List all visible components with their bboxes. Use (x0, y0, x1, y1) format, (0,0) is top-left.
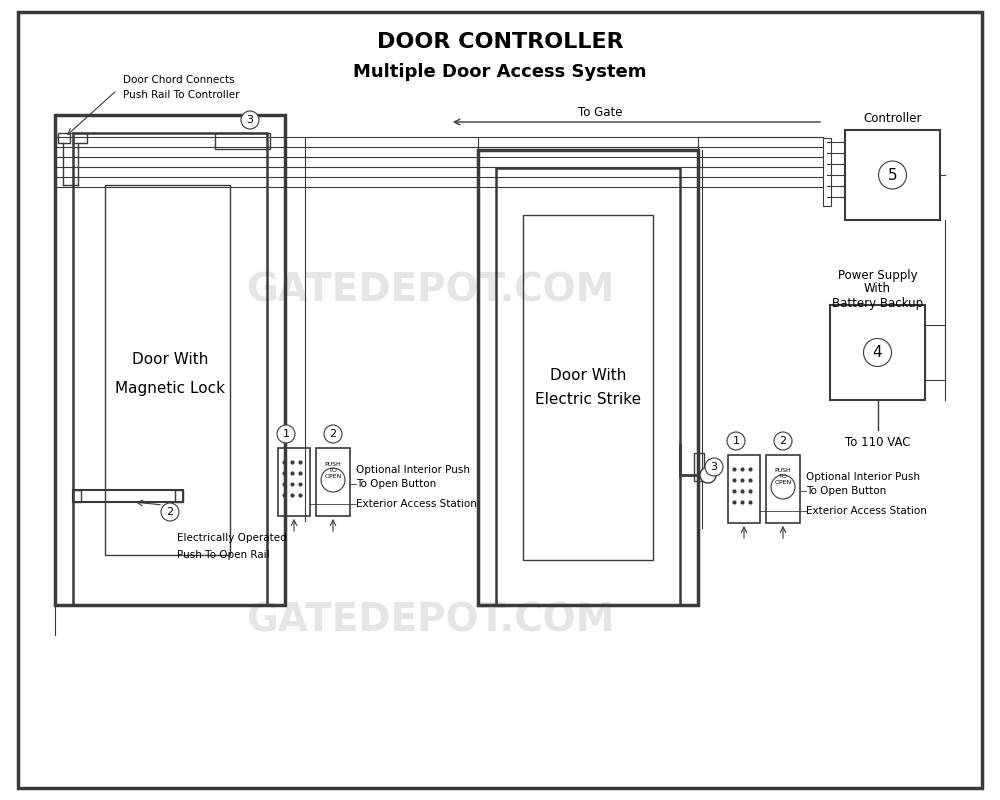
Text: Door With: Door With (132, 353, 208, 367)
Circle shape (879, 161, 906, 189)
Circle shape (727, 432, 745, 450)
Bar (215, 133, 270, 149)
Text: OPEN: OPEN (324, 474, 342, 478)
Text: To 110 VAC: To 110 VAC (845, 435, 910, 449)
Circle shape (700, 467, 716, 483)
Circle shape (864, 338, 892, 366)
Text: Power Supply: Power Supply (838, 269, 917, 282)
Bar (175, 490, 183, 502)
Bar (55, 115, 285, 605)
Bar (925, 325, 945, 380)
Circle shape (161, 503, 179, 521)
Text: 1: 1 (283, 429, 290, 439)
Bar (478, 150, 698, 605)
Text: Door Chord Connects: Door Chord Connects (123, 75, 235, 85)
Text: Electric Strike: Electric Strike (535, 393, 641, 407)
Text: 5: 5 (888, 167, 897, 182)
Circle shape (774, 432, 792, 450)
Text: 2: 2 (329, 429, 337, 439)
Bar (766, 455, 800, 523)
Text: Multiple Door Access System: Multiple Door Access System (353, 63, 647, 81)
Text: Optional Interior Push: Optional Interior Push (806, 472, 920, 482)
Bar (316, 448, 350, 516)
Text: GATEDEPOT.COM: GATEDEPOT.COM (246, 601, 614, 639)
Circle shape (324, 425, 342, 443)
Text: 4: 4 (873, 345, 882, 360)
Text: Exterior Access Station: Exterior Access Station (356, 499, 477, 509)
Bar (728, 455, 760, 523)
Text: To Open Button: To Open Button (356, 479, 436, 489)
Text: With: With (864, 282, 891, 295)
Text: OPEN: OPEN (774, 481, 792, 486)
Text: GATEDEPOT.COM: GATEDEPOT.COM (246, 271, 614, 309)
Bar (278, 448, 310, 516)
Text: PUSH: PUSH (325, 462, 341, 466)
Circle shape (277, 425, 295, 443)
Circle shape (705, 458, 723, 476)
Text: Push To Open Rail: Push To Open Rail (177, 550, 270, 560)
Bar (105, 185, 230, 555)
Bar (58, 133, 70, 143)
Circle shape (241, 111, 259, 129)
Bar (73, 490, 183, 502)
Text: 2: 2 (166, 507, 174, 517)
Text: TO: TO (779, 474, 787, 479)
Text: 2: 2 (779, 436, 787, 446)
Bar (73, 490, 81, 502)
Bar (823, 138, 831, 206)
Bar (830, 305, 925, 400)
Text: TO: TO (329, 467, 337, 473)
Text: To Open Button: To Open Button (806, 486, 886, 496)
Bar (845, 130, 940, 220)
Text: To Gate: To Gate (578, 106, 622, 118)
Text: 3: 3 (246, 115, 254, 125)
Text: Battery Backup: Battery Backup (832, 297, 923, 310)
Text: Push Rail To Controller: Push Rail To Controller (123, 90, 240, 100)
Text: Controller: Controller (863, 111, 922, 125)
Text: Door With: Door With (550, 367, 626, 382)
Text: Magnetic Lock: Magnetic Lock (115, 381, 225, 395)
Text: DOOR CONTROLLER: DOOR CONTROLLER (377, 32, 623, 52)
Bar (523, 215, 653, 560)
Text: 3: 3 (710, 462, 718, 472)
Text: PUSH: PUSH (775, 469, 791, 474)
Bar (73, 133, 87, 143)
Text: 1: 1 (732, 436, 740, 446)
Bar (496, 168, 680, 605)
Text: Electrically Operated: Electrically Operated (177, 533, 287, 543)
Bar (694, 453, 704, 481)
Bar (73, 133, 267, 605)
Text: Optional Interior Push: Optional Interior Push (356, 465, 470, 475)
Text: Exterior Access Station: Exterior Access Station (806, 506, 927, 516)
